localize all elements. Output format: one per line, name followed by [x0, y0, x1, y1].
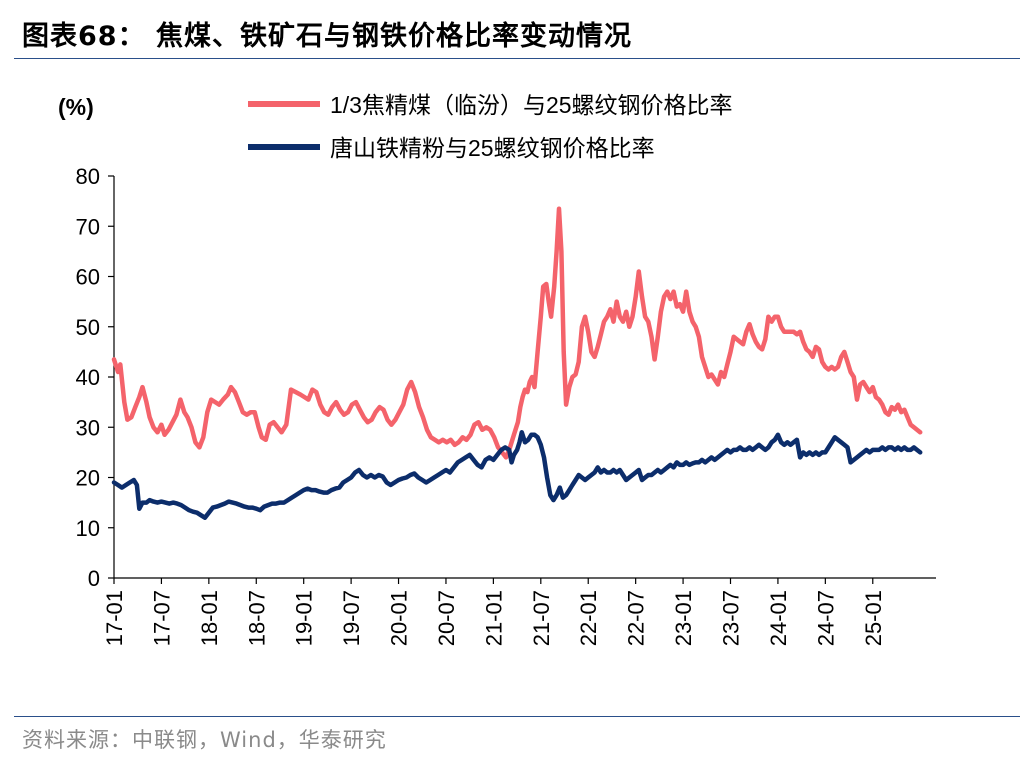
- axes: 0 10 20 30 40 50 60 70 80 17-01 17-07 18-01 18-07 19-…: [76, 164, 936, 646]
- x-tick-label: 19-07: [339, 590, 364, 646]
- x-tick-label: 20-01: [387, 590, 412, 646]
- y-tick-label: 50: [76, 315, 100, 340]
- x-tick-label: 20-07: [434, 590, 459, 646]
- y-tick-label: 0: [88, 566, 100, 591]
- x-tick-label: 21-01: [481, 590, 506, 646]
- y-axis-unit-label: (%): [58, 94, 94, 120]
- legend: 1/3焦精煤（临汾）与25螺纹钢价格比率 唐山铁精粉与25螺纹钢价格比率: [248, 92, 733, 161]
- line-chart: (%) 1/3焦精煤（临汾）与25螺纹钢价格比率 唐山铁精粉与25螺纹钢价格比率…: [58, 92, 936, 646]
- x-tick-label: 25-01: [861, 590, 886, 646]
- source-note: 资料来源：中联钢，Wind，华泰研究: [22, 728, 387, 752]
- series-layer: [111, 206, 923, 520]
- x-tick-label: 24-07: [813, 590, 838, 646]
- x-tick-label: 19-01: [292, 590, 317, 646]
- footer-rule: [14, 716, 1020, 717]
- figure-title: 图表68： 焦煤、铁矿石与钢铁价格比率变动情况: [22, 21, 632, 52]
- legend-label-iron-ore: 唐山铁精粉与25螺纹钢价格比率: [330, 135, 655, 161]
- y-tick-label: 80: [76, 164, 100, 189]
- y-tick-label: 60: [76, 265, 100, 290]
- x-tick-label: 17-01: [102, 590, 127, 646]
- x-tick-label: 24-01: [766, 590, 791, 646]
- y-tick-label: 70: [76, 214, 100, 239]
- title-rule: [14, 58, 1020, 59]
- x-tick-label: 17-07: [149, 590, 174, 646]
- x-tick-label: 18-01: [197, 590, 222, 646]
- y-tick-label: 30: [76, 415, 100, 440]
- legend-label-coking-coal: 1/3焦精煤（临汾）与25螺纹钢价格比率: [330, 92, 733, 118]
- x-tick-label: 22-07: [624, 590, 649, 646]
- series-line-coking-coal: [111, 206, 923, 460]
- y-tick-label: 10: [76, 516, 100, 541]
- x-tick-label: 18-07: [244, 590, 269, 646]
- y-tick-label: 40: [76, 365, 100, 390]
- x-tick-label: 22-01: [576, 590, 601, 646]
- series-line-iron-ore: [111, 430, 923, 520]
- y-tick-label: 20: [76, 466, 100, 491]
- x-tick-label: 23-01: [671, 590, 696, 646]
- x-tick-label: 21-07: [529, 590, 554, 646]
- x-tick-label: 23-07: [719, 590, 744, 646]
